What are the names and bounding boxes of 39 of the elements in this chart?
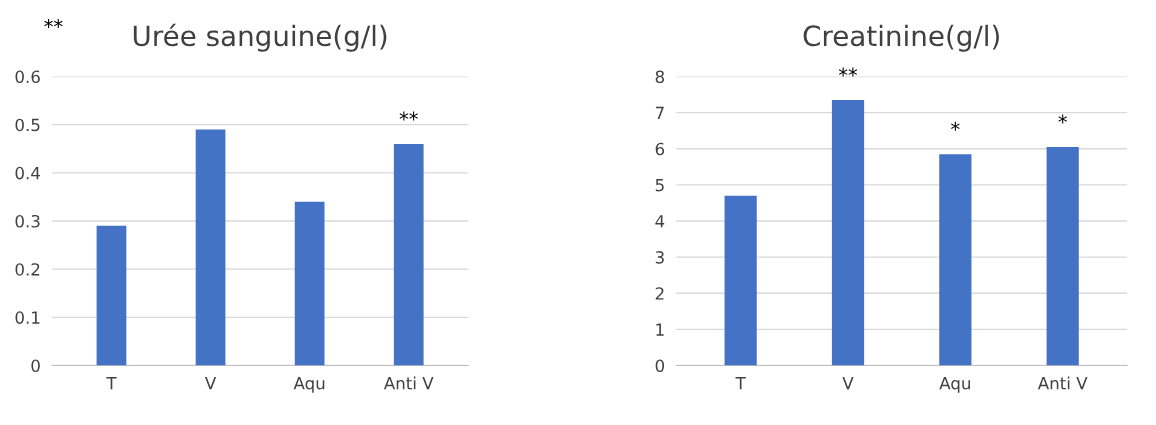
y-tick-label: 0.1 bbox=[15, 311, 40, 324]
y-tick-label: 0.3 bbox=[15, 214, 40, 228]
y-tick-label: 5 bbox=[655, 179, 664, 192]
bar bbox=[195, 129, 226, 366]
x-tick-label: T bbox=[735, 377, 746, 390]
annotation: * bbox=[951, 121, 960, 131]
y-tick-label: 2 bbox=[655, 287, 664, 300]
annotation: ** bbox=[399, 111, 418, 121]
bar bbox=[96, 225, 127, 366]
y-tick-label: 0 bbox=[31, 359, 40, 373]
x-tick-label: Aqu bbox=[939, 377, 970, 393]
y-tick-label: 6 bbox=[655, 142, 665, 156]
y-tick-label: 0.5 bbox=[15, 118, 40, 132]
x-tick-label: V bbox=[204, 377, 217, 390]
bar bbox=[724, 195, 757, 366]
x-tick-label: T bbox=[106, 377, 117, 390]
y-tick-label: 0.4 bbox=[15, 166, 40, 180]
chart-title: Creatinine(g/l) bbox=[803, 24, 999, 52]
bar bbox=[393, 143, 424, 366]
text: ** bbox=[44, 19, 63, 28]
y-tick-label: 1 bbox=[656, 323, 664, 336]
y-tick-label: 0.6 bbox=[15, 70, 40, 84]
y-tick-label: 7 bbox=[655, 106, 664, 119]
x-tick-label: V bbox=[842, 377, 854, 390]
x-tick-label: Aqu bbox=[293, 377, 325, 393]
y-tick-label: 0 bbox=[655, 359, 665, 373]
bar bbox=[1046, 146, 1079, 366]
y-tick-label: 0.2 bbox=[15, 263, 40, 276]
bar bbox=[294, 201, 325, 366]
bar bbox=[939, 154, 972, 366]
y-tick-label: 8 bbox=[655, 70, 665, 84]
annotation: ** bbox=[838, 67, 858, 77]
chart-title: Urée sanguine(g/l) bbox=[133, 23, 387, 52]
bar bbox=[831, 99, 865, 366]
y-tick-label: 4 bbox=[655, 215, 665, 228]
x-tick-label: Anti V bbox=[383, 376, 434, 390]
x-tick-label: Anti V bbox=[1037, 376, 1088, 390]
y-tick-label: 3 bbox=[655, 251, 664, 264]
annotation: * bbox=[1058, 114, 1067, 124]
